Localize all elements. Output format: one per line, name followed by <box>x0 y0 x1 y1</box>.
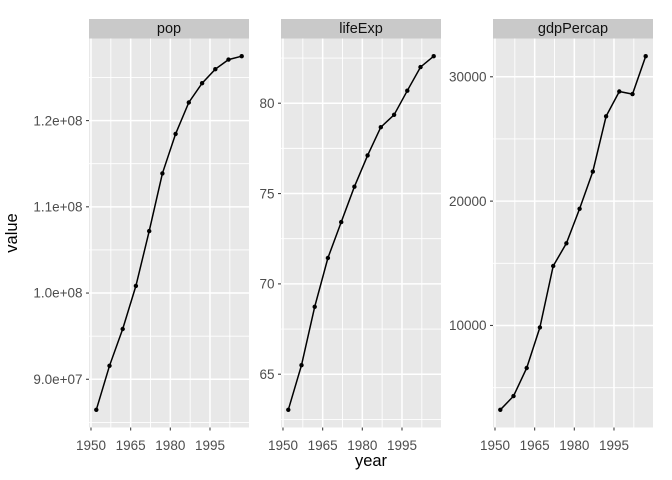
data-point <box>511 393 516 399</box>
x-tick-label: 1995 <box>599 438 629 453</box>
facet-strip-label: gdpPercap <box>538 21 608 37</box>
data-point <box>405 88 410 93</box>
x-tick-label: 1965 <box>116 438 146 453</box>
y-tick-label: 80 <box>259 96 274 111</box>
x-tick-label: 1995 <box>387 438 417 453</box>
facet-strip-label: lifeExp <box>339 21 383 37</box>
facet-panel <box>89 38 249 428</box>
x-tick-label: 1950 <box>76 438 106 453</box>
data-point <box>551 263 556 269</box>
x-tick-label: 1950 <box>480 438 510 453</box>
y-tick-label: 70 <box>259 277 274 292</box>
x-tick-label: 1965 <box>308 438 338 453</box>
data-point <box>603 114 609 119</box>
data-point <box>213 67 218 72</box>
data-point <box>339 219 344 225</box>
x-tick-label: 1980 <box>347 438 377 453</box>
data-point <box>577 206 582 211</box>
data-point <box>199 81 205 86</box>
y-tick-label: 20000 <box>449 194 487 209</box>
facet-strip <box>89 19 249 39</box>
data-point <box>352 184 357 189</box>
facet-strip <box>281 19 441 39</box>
data-point <box>186 100 191 105</box>
data-point <box>617 89 622 94</box>
data-point <box>643 54 648 59</box>
data-point <box>365 153 370 158</box>
data-point <box>286 407 291 412</box>
data-point <box>418 64 423 70</box>
data-point <box>94 407 99 412</box>
data-point <box>147 228 152 234</box>
data-point <box>299 363 304 368</box>
y-tick-label: 10000 <box>449 318 487 333</box>
data-point <box>325 255 331 261</box>
data-point <box>564 241 569 246</box>
data-point <box>391 112 397 118</box>
data-point <box>590 169 595 174</box>
series-line <box>287 55 435 411</box>
y-tick-label: 9.0e+07 <box>33 372 82 387</box>
data-point <box>630 91 635 97</box>
x-tick-label: 1950 <box>268 438 298 453</box>
data-point <box>160 171 165 176</box>
facet-strip <box>493 19 653 39</box>
data-point <box>431 54 436 59</box>
data-point <box>312 304 317 309</box>
series-line <box>499 55 647 411</box>
series-line <box>95 55 242 411</box>
y-axis-title: value <box>3 213 21 252</box>
y-tick-label: 1.2e+08 <box>33 113 82 128</box>
y-tick-label: 75 <box>259 186 274 201</box>
x-axis-title: year <box>355 452 388 470</box>
data-point <box>239 54 244 59</box>
data-point <box>226 57 231 62</box>
facet-panel <box>493 38 653 428</box>
x-tick-label: 1965 <box>520 438 550 453</box>
x-tick-label: 1995 <box>195 438 225 453</box>
data-point <box>107 363 112 368</box>
data-point <box>120 326 125 332</box>
x-tick-label: 1980 <box>559 438 589 453</box>
data-point <box>537 325 543 330</box>
data-point <box>524 365 529 371</box>
data-point <box>133 283 139 289</box>
y-tick-label: 65 <box>259 367 274 382</box>
x-tick-label: 1980 <box>155 438 185 453</box>
y-tick-label: 1.1e+08 <box>33 200 82 215</box>
facet-panel <box>281 38 441 428</box>
data-point <box>498 407 503 412</box>
data-point <box>173 131 178 137</box>
data-point <box>378 125 383 130</box>
facet-strip-label: pop <box>157 21 181 37</box>
y-tick-label: 30000 <box>449 69 487 84</box>
y-tick-label: 1.0e+08 <box>33 286 82 301</box>
